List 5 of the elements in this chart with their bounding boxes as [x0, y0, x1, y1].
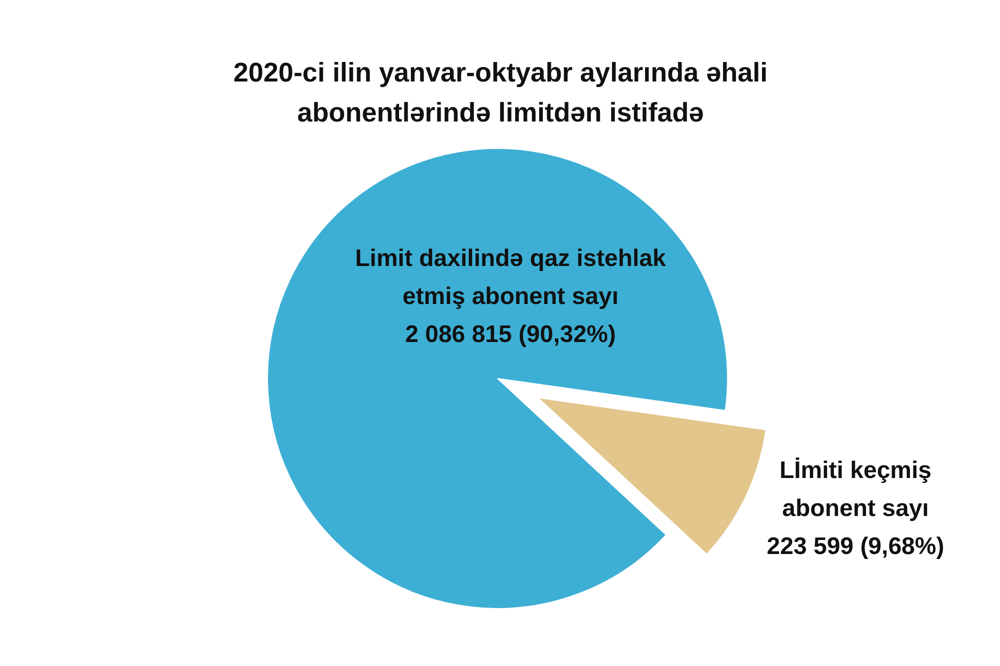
data-label: 2 086 815 (90,32%) — [405, 321, 616, 348]
slice-label: Lİmiti keçmiş abonent sayı — [779, 457, 932, 522]
data-label: 223 599 (9,68%) — [766, 533, 944, 560]
chart-title: 2020-ci ilin yanvar-oktyabr aylarında əhali abonentlərində limitdən istifadə — [233, 58, 768, 128]
slice-label: Limit daxilində qaz istehlak etmiş abonent sayı — [355, 245, 667, 310]
